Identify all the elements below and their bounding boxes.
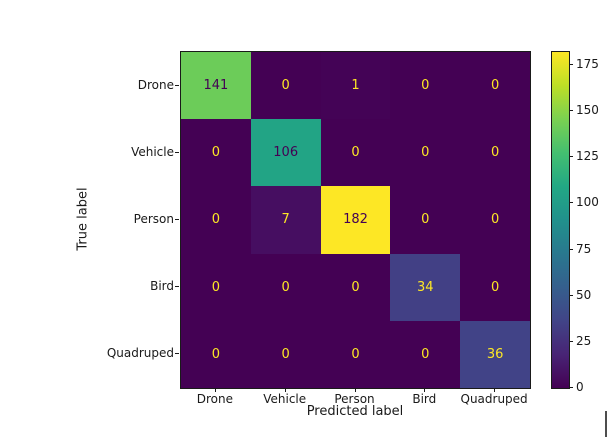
y-tick-label-vehicle: Vehicle — [131, 144, 174, 159]
matrix-cell-quadruped-bird: 0 — [390, 320, 461, 388]
matrix-cell-quadruped-person: 0 — [320, 320, 391, 388]
colorbar-tick-label-175: 175 — [576, 56, 599, 71]
matrix-cell-person-drone: 0 — [181, 186, 251, 254]
matrix-cell-vehicle-vehicle: 106 — [250, 119, 321, 187]
matrix-cell-bird-quadruped: 0 — [460, 253, 530, 321]
y-tick-mark — [175, 84, 179, 86]
y-tick-label-quadruped: Quadruped — [106, 346, 174, 361]
x-tick-label-vehicle: Vehicle — [263, 392, 307, 406]
x-tick-label-quadruped: Quadruped — [460, 392, 528, 406]
matrix-cell-drone-drone: 141 — [181, 52, 251, 120]
matrix-cell-drone-quadruped: 0 — [460, 52, 530, 120]
x-tick-label-person: Person — [334, 392, 375, 406]
matrix-cell-quadruped-quadruped: 36 — [460, 320, 530, 388]
colorbar-tick-mark — [569, 156, 573, 158]
colorbar-tick-label-0: 0 — [576, 380, 584, 394]
matrix-cell-bird-vehicle: 0 — [250, 253, 321, 321]
matrix-cell-bird-person: 0 — [320, 253, 391, 321]
colorbar-tick-label-100: 100 — [576, 195, 599, 210]
matrix-cell-drone-bird: 0 — [390, 52, 461, 120]
colorbar-tick-mark — [569, 63, 573, 65]
colorbar-tick-mark — [569, 248, 573, 250]
x-axis-label: Predicted label — [306, 404, 404, 419]
matrix-cell-bird-bird: 34 — [390, 253, 461, 321]
y-tick-mark — [175, 353, 179, 355]
matrix-cell-bird-drone: 0 — [181, 253, 251, 321]
y-tick-label-drone: Drone — [137, 77, 174, 92]
x-tick-mark — [284, 388, 286, 392]
matrix-cell-person-quadruped: 0 — [460, 186, 530, 254]
matrix-cell-person-bird: 0 — [390, 186, 461, 254]
matrix-cell-vehicle-person: 0 — [320, 119, 391, 187]
colorbar-tick-label-125: 125 — [576, 149, 599, 164]
y-tick-label-person: Person — [133, 212, 174, 226]
colorbar-tick-mark — [569, 110, 573, 112]
colorbar — [551, 51, 570, 389]
x-tick-mark — [354, 388, 356, 392]
matrix-cell-quadruped-vehicle: 0 — [250, 320, 321, 388]
matrix-cell-drone-vehicle: 0 — [250, 52, 321, 120]
colorbar-tick-label-150: 150 — [576, 103, 599, 118]
heatmap-grid: 141 0 1 0 0 0 106 0 0 0 0 7 182 0 0 0 0 0 34 0 0 0 0 0 36 — [180, 51, 531, 389]
matrix-cell-vehicle-drone: 0 — [181, 119, 251, 187]
y-tick-mark — [175, 219, 179, 220]
matrix-cell-vehicle-quadruped: 0 — [460, 119, 530, 187]
y-tick-mark — [175, 286, 179, 288]
y-tick-mark — [175, 151, 179, 153]
colorbar-tick-mark — [569, 294, 573, 296]
colorbar-tick-label-25: 25 — [576, 333, 592, 348]
matrix-cell-quadruped-drone: 0 — [181, 320, 251, 388]
colorbar-tick-label-50: 50 — [576, 287, 592, 302]
text-cursor-artifact — [605, 411, 607, 437]
matrix-cell-drone-person: 1 — [320, 52, 391, 120]
colorbar-tick-mark — [569, 387, 573, 388]
x-tick-mark — [424, 388, 426, 392]
colorbar-tick-mark — [569, 202, 573, 204]
x-tick-mark — [214, 388, 216, 392]
y-tick-label-bird: Bird — [150, 279, 174, 294]
matrix-cell-person-person: 182 — [320, 186, 391, 254]
colorbar-tick-mark — [569, 340, 573, 342]
colorbar-tick-label-75: 75 — [576, 241, 592, 256]
x-tick-label-bird: Bird — [412, 392, 437, 406]
x-tick-label-drone: Drone — [196, 392, 234, 406]
x-tick-mark — [494, 388, 496, 392]
matrix-cell-vehicle-bird: 0 — [390, 119, 461, 187]
matrix-cell-person-vehicle: 7 — [250, 186, 321, 254]
